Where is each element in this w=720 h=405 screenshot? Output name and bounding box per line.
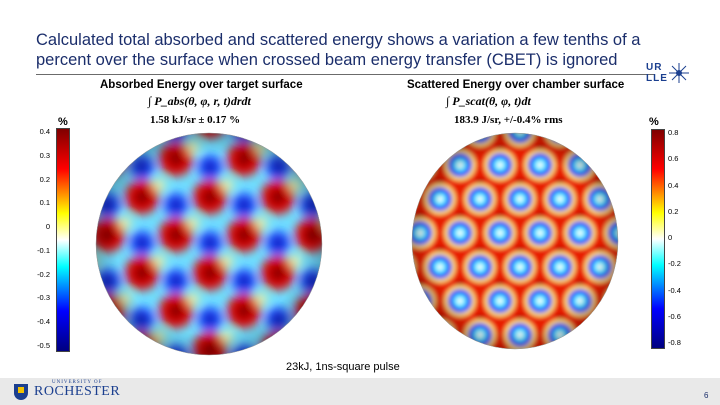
footer-institution: ROCHESTER (34, 384, 121, 399)
footer-bar: UNIVERSITY OF ROCHESTER (0, 378, 720, 405)
left-panel-formula: ∫ P_abs(θ, φ, r, t)drdt (148, 94, 251, 108)
right-panel-formula: ∫ P_scat(θ, φ, t)dt (446, 94, 531, 108)
colorbar-tick-label: -0.2 (668, 259, 681, 269)
scattered-energy-sphere (411, 132, 619, 350)
colorbar-tick-label: -0.2 (37, 269, 50, 279)
logo-line-1: UR (646, 62, 663, 73)
colorbar-tick-label: 0.8 (668, 128, 679, 137)
absorbed-energy-sphere (95, 132, 323, 356)
colorbar-tick-label: 0.2 (668, 206, 679, 216)
slide-title: Calculated total absorbed and scattered … (36, 31, 641, 69)
left-panel-title: Absorbed Energy over target surface (100, 79, 303, 91)
right-colorbar (651, 129, 665, 349)
lle-logo: UR LLE (646, 62, 692, 84)
colorbar-tick-label: 0.1 (39, 198, 50, 208)
colorbar-tick-label: 0.4 (39, 127, 50, 136)
colorbar-tick-label: -0.4 (668, 285, 681, 295)
page-number: 6 (704, 391, 709, 400)
left-colorbar (56, 128, 70, 352)
left-colorbar-unit: % (58, 116, 68, 128)
left-panel-stat: 1.58 kJ/sr ± 0.17 % (150, 114, 241, 126)
colorbar-tick-label: 0 (668, 233, 673, 242)
university-crest-icon (14, 384, 28, 400)
footer-institution-small: UNIVERSITY OF (52, 380, 103, 385)
logo-line-2: LLE (646, 73, 668, 84)
colorbar-tick-label: -0.5 (37, 341, 50, 350)
pulse-caption: 23kJ, 1ns-square pulse (286, 361, 400, 373)
colorbar-tick-label: -0.6 (668, 311, 681, 321)
colorbar-tick-label: -0.1 (37, 245, 50, 255)
colorbar-tick-label: -0.8 (668, 338, 681, 347)
right-panel-stat: 183.9 J/sr, +/-0.4% rms (454, 114, 563, 126)
colorbar-tick-label: 0.3 (39, 150, 50, 160)
right-panel-title: Scattered Energy over chamber surface (407, 79, 625, 91)
right-colorbar-unit: % (649, 116, 659, 128)
title-divider (36, 74, 654, 75)
colorbar-tick-label: 0.4 (668, 180, 679, 190)
colorbar-tick-label: -0.3 (37, 293, 50, 303)
colorbar-tick-label: 0 (45, 222, 50, 232)
laser-burst-icon (669, 63, 689, 83)
colorbar-tick-label: 0.6 (668, 154, 679, 164)
colorbar-tick-label: 0.2 (39, 174, 50, 184)
colorbar-tick-label: -0.4 (37, 317, 50, 327)
